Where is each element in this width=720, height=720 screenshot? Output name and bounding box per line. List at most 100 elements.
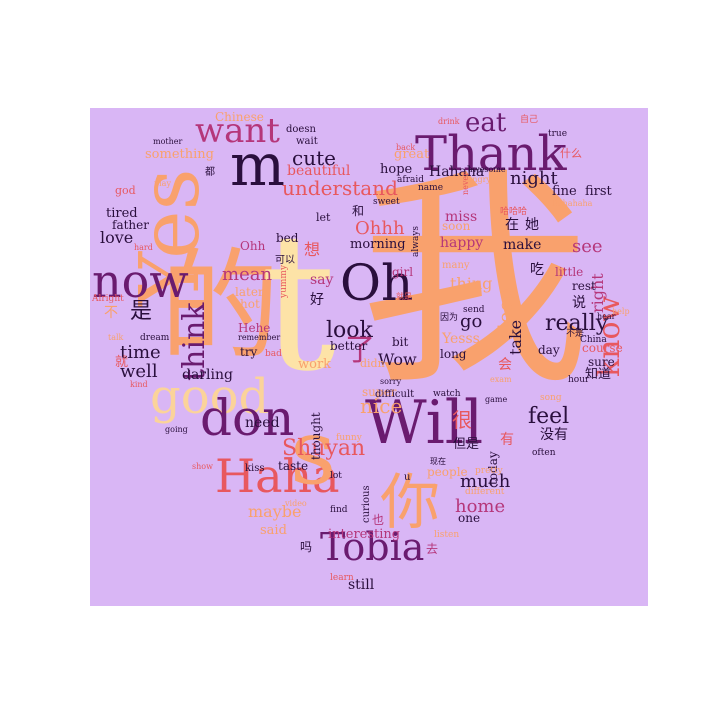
word-106: wait: [296, 136, 318, 147]
word-94: super: [362, 385, 397, 399]
word-144: 因为: [440, 313, 459, 323]
word-117: back: [396, 143, 416, 152]
word-119: Bahahaha: [552, 199, 593, 208]
word-96: girl: [392, 265, 414, 279]
word-107: mother: [153, 137, 183, 146]
word-158: hard: [134, 243, 153, 252]
word-74: 但是: [453, 437, 480, 452]
word-45: tired: [106, 206, 138, 221]
word-68: little: [555, 265, 584, 279]
word-79: said: [260, 523, 287, 538]
word-63: miss: [445, 209, 478, 225]
word-70: day: [538, 343, 560, 357]
word-165: always: [411, 225, 421, 257]
word-44: something: [145, 147, 214, 162]
word-20: really: [545, 311, 609, 336]
word-116: afraid: [397, 175, 425, 185]
word-132: different: [465, 487, 505, 497]
word-50: need: [245, 415, 280, 431]
word-31: much: [460, 471, 511, 492]
word-135: China: [580, 335, 607, 345]
word-87: Ohh: [240, 239, 266, 253]
word-129: find: [330, 505, 348, 515]
word-149: curious: [361, 485, 372, 523]
word-33: Ohhh: [355, 218, 405, 239]
word-3: 的: [160, 238, 280, 377]
word-163: yummy: [279, 264, 289, 298]
word-125: going: [165, 425, 188, 434]
word-113: name: [418, 183, 444, 193]
word-83: later: [235, 285, 264, 299]
word-164: never: [461, 172, 470, 195]
word-160: didn: [360, 357, 385, 370]
word-35: maybe: [248, 502, 302, 521]
word-136: hear: [597, 312, 616, 321]
word-167: bad: [265, 349, 282, 359]
word-9: s: [290, 400, 337, 505]
word-98: long: [440, 347, 467, 361]
word-145: send: [463, 305, 485, 315]
word-108: god: [115, 184, 136, 197]
word-13: now: [92, 254, 189, 308]
word-36: go: [460, 311, 483, 332]
word-67: rest: [572, 279, 596, 293]
word-38: love: [100, 228, 134, 247]
word-cloud: 我 Yes 的 t Will good Haha don s 你 Thank m now Oh want To…: [90, 108, 648, 606]
word-25: night: [510, 168, 558, 189]
word-4: t: [260, 192, 337, 413]
word-26: look: [326, 318, 373, 343]
word-51: darling: [182, 367, 233, 383]
word-86: bed: [276, 231, 299, 245]
word-65: thing: [450, 274, 493, 293]
word-138: watch: [433, 389, 461, 399]
word-152: 都: [205, 167, 215, 178]
word-19: eat: [465, 108, 507, 138]
word-8: don: [200, 389, 295, 447]
word-39: beautiful: [287, 163, 351, 179]
word-88: let: [316, 211, 331, 224]
word-7: Haha: [215, 449, 340, 503]
word-47: 了: [345, 333, 375, 368]
word-60: fine: [552, 184, 577, 199]
word-124: remember: [238, 333, 281, 342]
word-21: feel: [528, 404, 570, 429]
word-29: time: [120, 342, 161, 363]
word-121: 不: [104, 305, 118, 321]
word-95: morning: [350, 237, 406, 252]
word-156: play: [154, 179, 171, 188]
word-92: say: [310, 272, 334, 288]
word-81: kiss: [245, 463, 265, 474]
word-93: better: [330, 339, 368, 353]
word-85: Hehe: [238, 321, 271, 335]
word-127: funny: [336, 433, 362, 443]
word-159: u: [404, 472, 411, 483]
word-137: help: [612, 307, 630, 316]
word-105: doesn: [286, 124, 316, 135]
word-77: people: [427, 465, 468, 479]
word-150: pretty: [475, 466, 503, 476]
word-71: sure: [588, 355, 615, 369]
word-66: 说: [572, 295, 586, 311]
word-122: 就: [115, 355, 129, 370]
word-61: first: [585, 184, 612, 199]
word-109: drink: [438, 117, 460, 126]
word-130: learn: [330, 573, 354, 583]
word-37: see: [572, 236, 603, 257]
word-133: often: [532, 448, 556, 458]
word-142: exam: [490, 375, 512, 384]
word-131: listen: [434, 530, 460, 540]
word-54: take: [506, 319, 525, 355]
word-82: hot: [240, 297, 260, 311]
word-162: video: [285, 499, 307, 508]
word-42: hope: [380, 162, 413, 177]
word-112: 什么: [560, 147, 582, 160]
word-49: 很: [452, 408, 472, 432]
word-111: true: [548, 129, 568, 139]
word-43: great: [394, 147, 430, 162]
word-59: 吃: [530, 262, 544, 278]
word-128: lot: [330, 471, 342, 481]
word-69: course: [582, 341, 623, 355]
word-141: difficult: [375, 389, 415, 400]
word-154: 就是: [396, 292, 412, 301]
word-161: work: [298, 357, 332, 372]
